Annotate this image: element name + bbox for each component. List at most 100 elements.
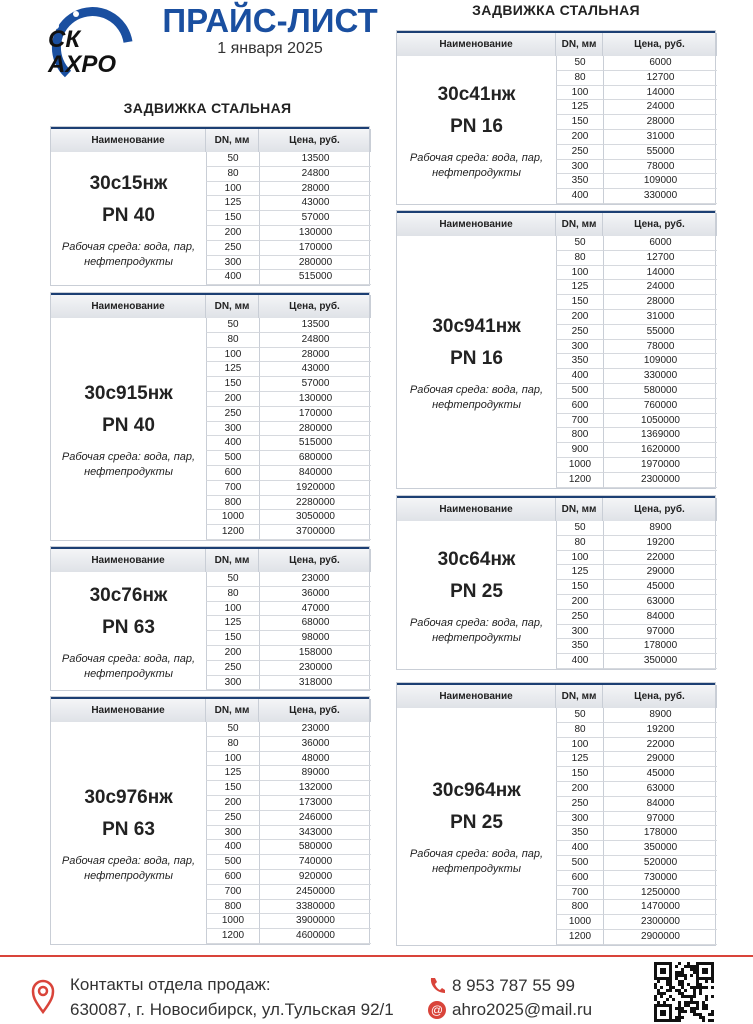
price-cell: 178000 bbox=[603, 639, 717, 655]
address: 630087, г. Новосибирск, ул.Тульская 92/1 bbox=[70, 1000, 394, 1019]
qr-module bbox=[678, 962, 681, 965]
dn-cell: 350 bbox=[556, 639, 603, 655]
dn-cell: 50 bbox=[556, 236, 603, 251]
price-cell: 19200 bbox=[603, 535, 717, 551]
price-cell: 28000 bbox=[603, 295, 717, 310]
qr-module bbox=[687, 962, 690, 965]
dn-cell: 125 bbox=[206, 196, 259, 212]
product-name-cell: 30с64нж PN 25 Рабочая среда: вода, пар, не… bbox=[397, 521, 556, 669]
price-cell: 22000 bbox=[603, 737, 717, 753]
qr-module bbox=[678, 992, 681, 995]
dn-cell: 80 bbox=[556, 535, 603, 551]
qr-module bbox=[699, 989, 702, 992]
qr-module bbox=[657, 980, 660, 983]
qr-module bbox=[702, 986, 705, 989]
qr-module bbox=[678, 1007, 681, 1010]
header-cell: Цена, руб. bbox=[603, 685, 717, 708]
qr-module bbox=[669, 986, 672, 989]
header-cell: Цена, руб. bbox=[603, 33, 717, 56]
working-medium: Рабочая среда: вода, пар, нефтепродукты bbox=[61, 240, 196, 268]
dn-cell: 200 bbox=[556, 782, 603, 797]
price-cell: 48000 bbox=[259, 751, 371, 767]
qr-module bbox=[705, 1007, 708, 1010]
qr-module bbox=[681, 995, 684, 998]
price-cell: 43000 bbox=[259, 362, 371, 378]
price-cell: 178000 bbox=[603, 826, 717, 842]
qr-module bbox=[672, 986, 675, 989]
price-cell: 29000 bbox=[603, 752, 717, 768]
header-cell: Наименование bbox=[51, 699, 206, 722]
dn-cell: 150 bbox=[556, 115, 603, 130]
price-cell: 4600000 bbox=[259, 929, 371, 944]
contacts-label: Контакты отдела продаж: bbox=[70, 975, 271, 994]
price-cell: 170000 bbox=[259, 240, 371, 256]
dn-cell: 900 bbox=[556, 443, 603, 458]
qr-module bbox=[681, 983, 684, 986]
price-cell: 43000 bbox=[259, 196, 371, 212]
dn-cell: 200 bbox=[206, 392, 259, 407]
pressure-rating: PN 25 bbox=[450, 812, 503, 834]
dn-cell: 1000 bbox=[206, 510, 259, 526]
qr-module bbox=[654, 986, 657, 989]
qr-module bbox=[711, 995, 714, 998]
pressure-rating: PN 16 bbox=[450, 347, 503, 369]
dn-cell: 250 bbox=[206, 406, 259, 422]
price-cell: 6000 bbox=[603, 236, 717, 251]
header-cell: DN, мм bbox=[206, 699, 259, 722]
dn-cell: 350 bbox=[556, 174, 603, 190]
price-cell: 28000 bbox=[603, 115, 717, 130]
qr-module bbox=[681, 968, 684, 971]
price-cell: 173000 bbox=[259, 796, 371, 811]
qr-module bbox=[702, 968, 708, 974]
price-cell: 2450000 bbox=[259, 884, 371, 900]
price-cell: 97000 bbox=[603, 811, 717, 827]
qr-module bbox=[705, 1004, 708, 1007]
qr-module bbox=[684, 977, 687, 980]
qr-module bbox=[666, 998, 669, 1001]
header-cell: Цена, руб. bbox=[603, 498, 717, 521]
price-table: Наименование DN, мм Цена, руб. 30с964нж PN 2… bbox=[396, 682, 717, 946]
dn-cell: 150 bbox=[556, 295, 603, 310]
qr-module bbox=[693, 986, 696, 989]
qr-module bbox=[699, 992, 702, 995]
qr-module bbox=[693, 1010, 696, 1013]
dn-cell: 125 bbox=[556, 565, 603, 581]
product-name: 30с64нж bbox=[437, 549, 516, 570]
price-cell: 8900 bbox=[603, 708, 717, 723]
qr-module bbox=[690, 998, 693, 1001]
product-name: 30с41нж bbox=[437, 84, 516, 105]
price-cell: 55000 bbox=[603, 144, 717, 160]
dn-cell: 80 bbox=[206, 332, 259, 348]
dn-cell: 800 bbox=[206, 495, 259, 511]
working-medium: Рабочая среда: вода, пар, нефтепродукты bbox=[61, 855, 196, 882]
header-cell: DN, мм bbox=[556, 498, 603, 521]
table-header: Наименование DN, мм Цена, руб. bbox=[51, 547, 371, 572]
dn-cell: 200 bbox=[206, 796, 259, 811]
price-cell: 78000 bbox=[603, 339, 717, 355]
dn-cell: 100 bbox=[556, 265, 603, 281]
qr-module bbox=[681, 1010, 684, 1013]
price-cell: 29000 bbox=[603, 565, 717, 581]
price-cell: 246000 bbox=[259, 810, 371, 826]
price-cell: 109000 bbox=[603, 354, 717, 370]
table-header: Наименование DN, мм Цена, руб. bbox=[397, 31, 717, 56]
pressure-rating: PN 40 bbox=[102, 204, 155, 226]
header-cell: DN, мм bbox=[206, 129, 259, 152]
qr-module bbox=[678, 1004, 681, 1007]
product-name-cell: 30с76нж PN 63 Рабочая среда: вода, пар, не… bbox=[51, 572, 206, 690]
price-cell: 1620000 bbox=[603, 443, 717, 458]
header-cell: DN, мм bbox=[556, 33, 603, 56]
qr-module bbox=[678, 983, 681, 986]
qr-module bbox=[702, 1016, 705, 1019]
qr-module bbox=[696, 1013, 699, 1016]
qr-module bbox=[702, 1007, 705, 1010]
price-cell: 13500 bbox=[259, 152, 371, 167]
qr-module bbox=[675, 974, 678, 977]
dn-cell: 150 bbox=[556, 767, 603, 782]
dn-cell: 600 bbox=[206, 870, 259, 885]
price-cell: 1470000 bbox=[603, 900, 717, 916]
qr-module bbox=[666, 980, 669, 983]
qr-module bbox=[666, 983, 669, 986]
price-cell: 45000 bbox=[603, 580, 717, 595]
price-cell: 23000 bbox=[259, 722, 371, 737]
